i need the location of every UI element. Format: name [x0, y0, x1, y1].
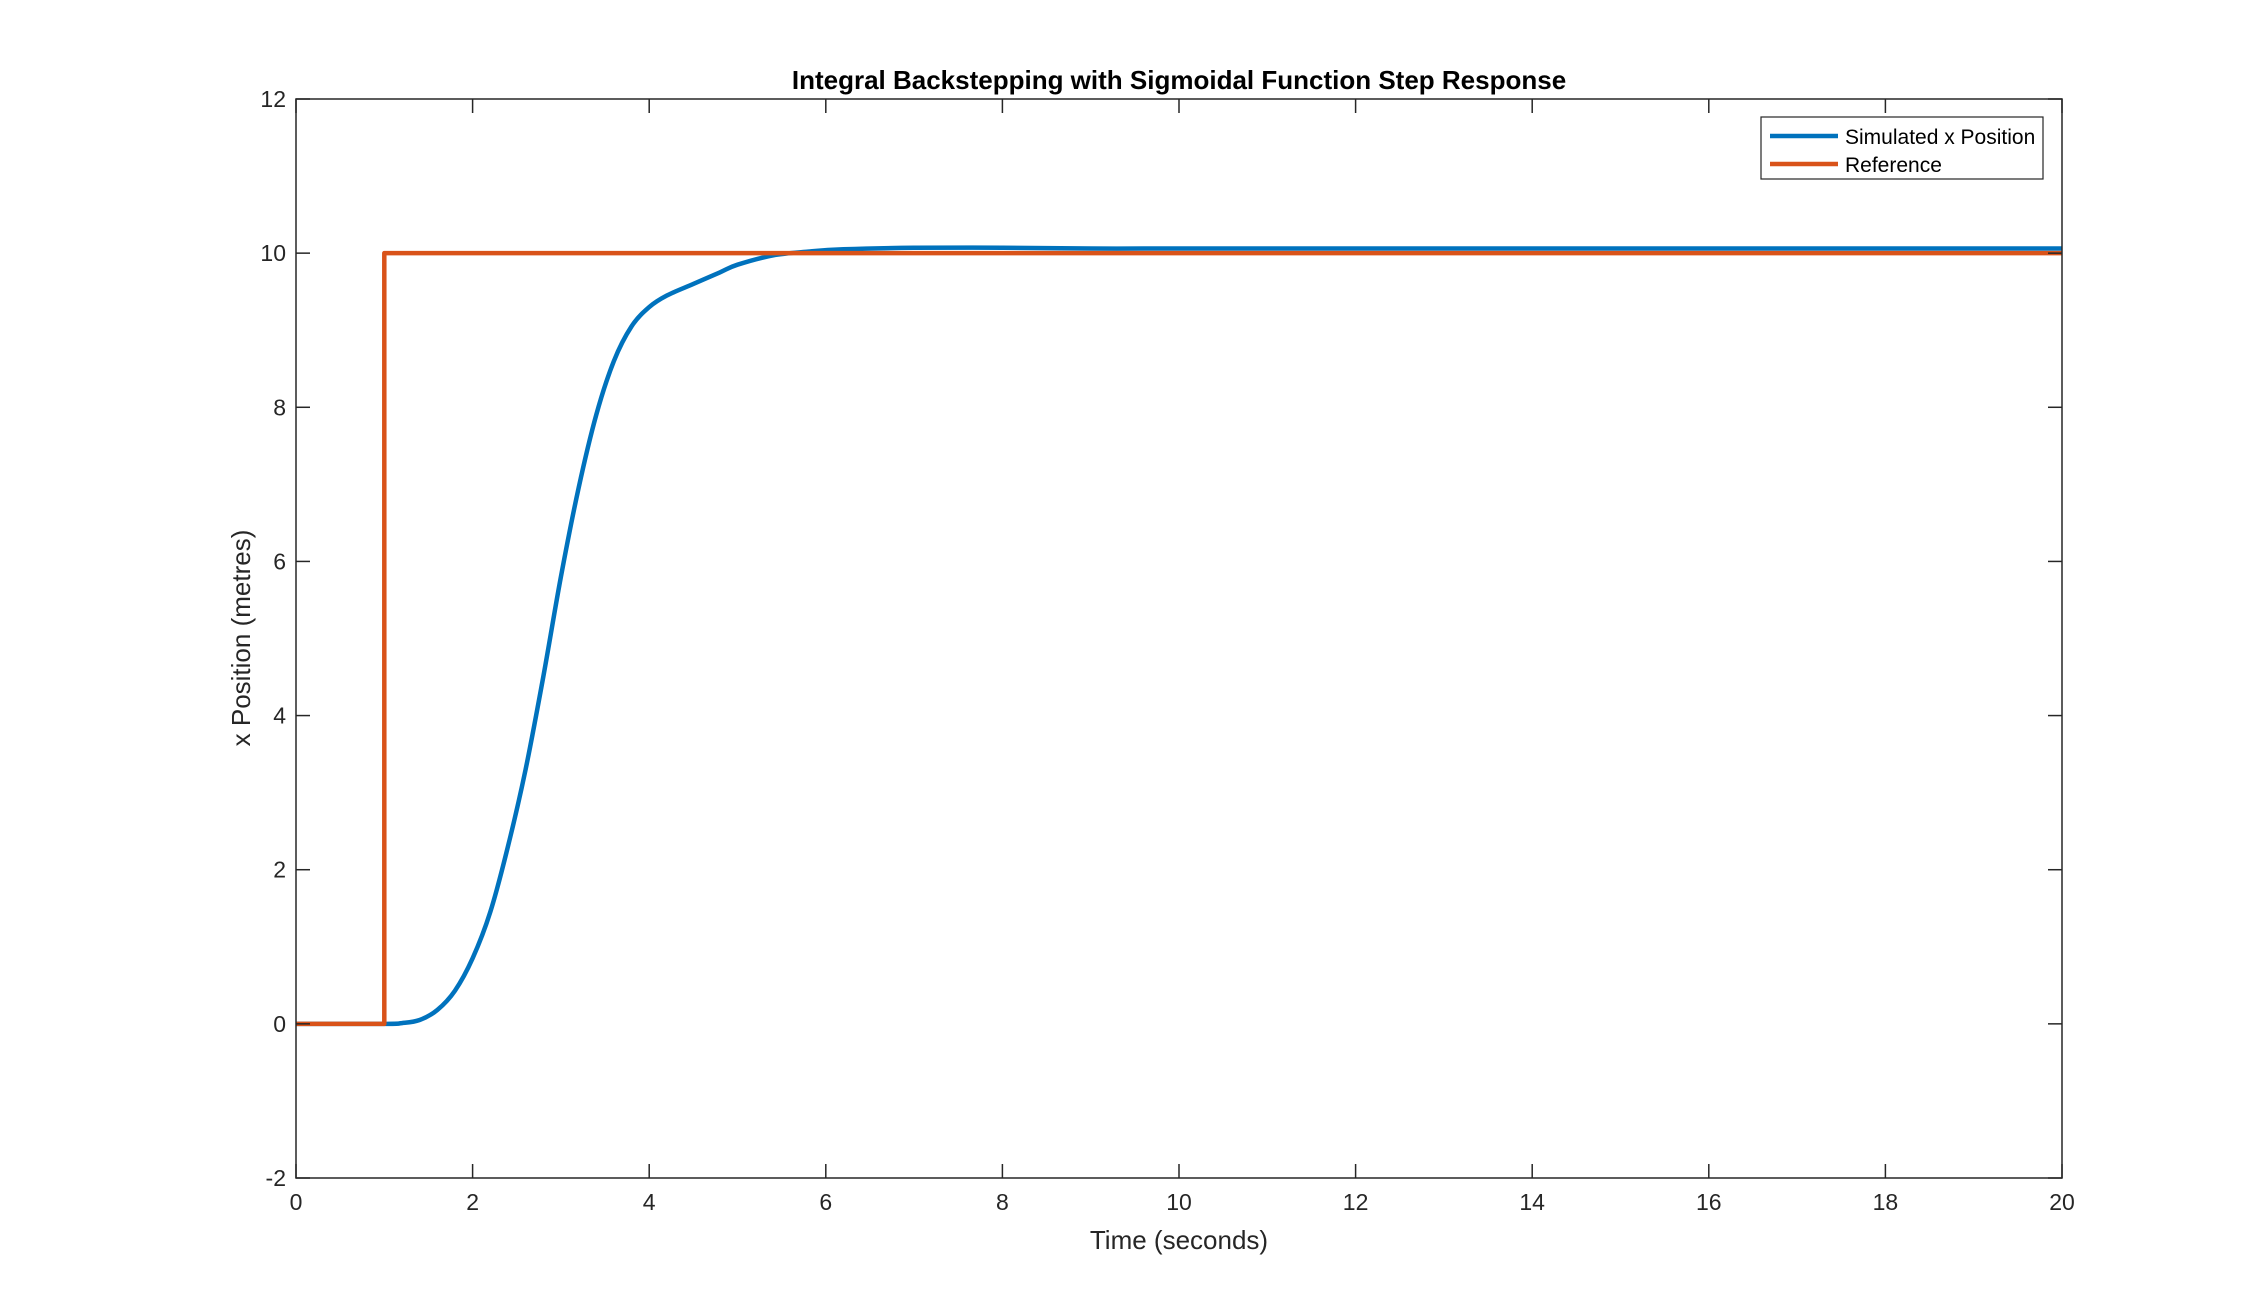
- x-tick-label: 10: [1166, 1189, 1192, 1215]
- y-tick-label: -2: [266, 1165, 286, 1191]
- legend-label-reference: Reference: [1845, 154, 1942, 177]
- x-tick-label: 18: [1873, 1189, 1899, 1215]
- plot-area: [296, 99, 2062, 1178]
- chart-title: Integral Backstepping with Sigmoidal Fun…: [792, 65, 1566, 95]
- x-tick-label: 20: [2049, 1189, 2075, 1215]
- series-layer: [295, 245, 2062, 1027]
- y-tick-label: 12: [260, 86, 286, 112]
- y-tick-label: 8: [273, 394, 286, 420]
- x-tick-label: 6: [819, 1189, 832, 1215]
- x-tick-label: 16: [1696, 1189, 1722, 1215]
- x-tick-label: 0: [290, 1189, 303, 1215]
- x-tick-label: 8: [996, 1189, 1009, 1215]
- x-axis-label: Time (seconds): [1090, 1225, 1268, 1255]
- y-tick-label: 6: [273, 548, 286, 574]
- y-tick-label: 0: [273, 1011, 286, 1037]
- legend-label-simulated-x-position: Simulated x Position: [1845, 126, 2035, 149]
- y-tick-label: 10: [260, 240, 286, 266]
- y-tick-label: 2: [273, 857, 286, 883]
- y-tick-label: 4: [273, 703, 286, 729]
- series-line-reference: [296, 250, 2062, 1027]
- x-tick-label: 2: [466, 1189, 479, 1215]
- legend: Simulated x Position Reference: [1760, 116, 2044, 180]
- legend-box: [1760, 116, 2044, 180]
- x-tick-label: 12: [1343, 1189, 1369, 1215]
- x-tick-label: 4: [643, 1189, 656, 1215]
- y-axis-label: x Position (metres): [226, 530, 256, 747]
- series-line-simulated-x-position: [295, 245, 2062, 1027]
- x-tick-label: 14: [1519, 1189, 1545, 1215]
